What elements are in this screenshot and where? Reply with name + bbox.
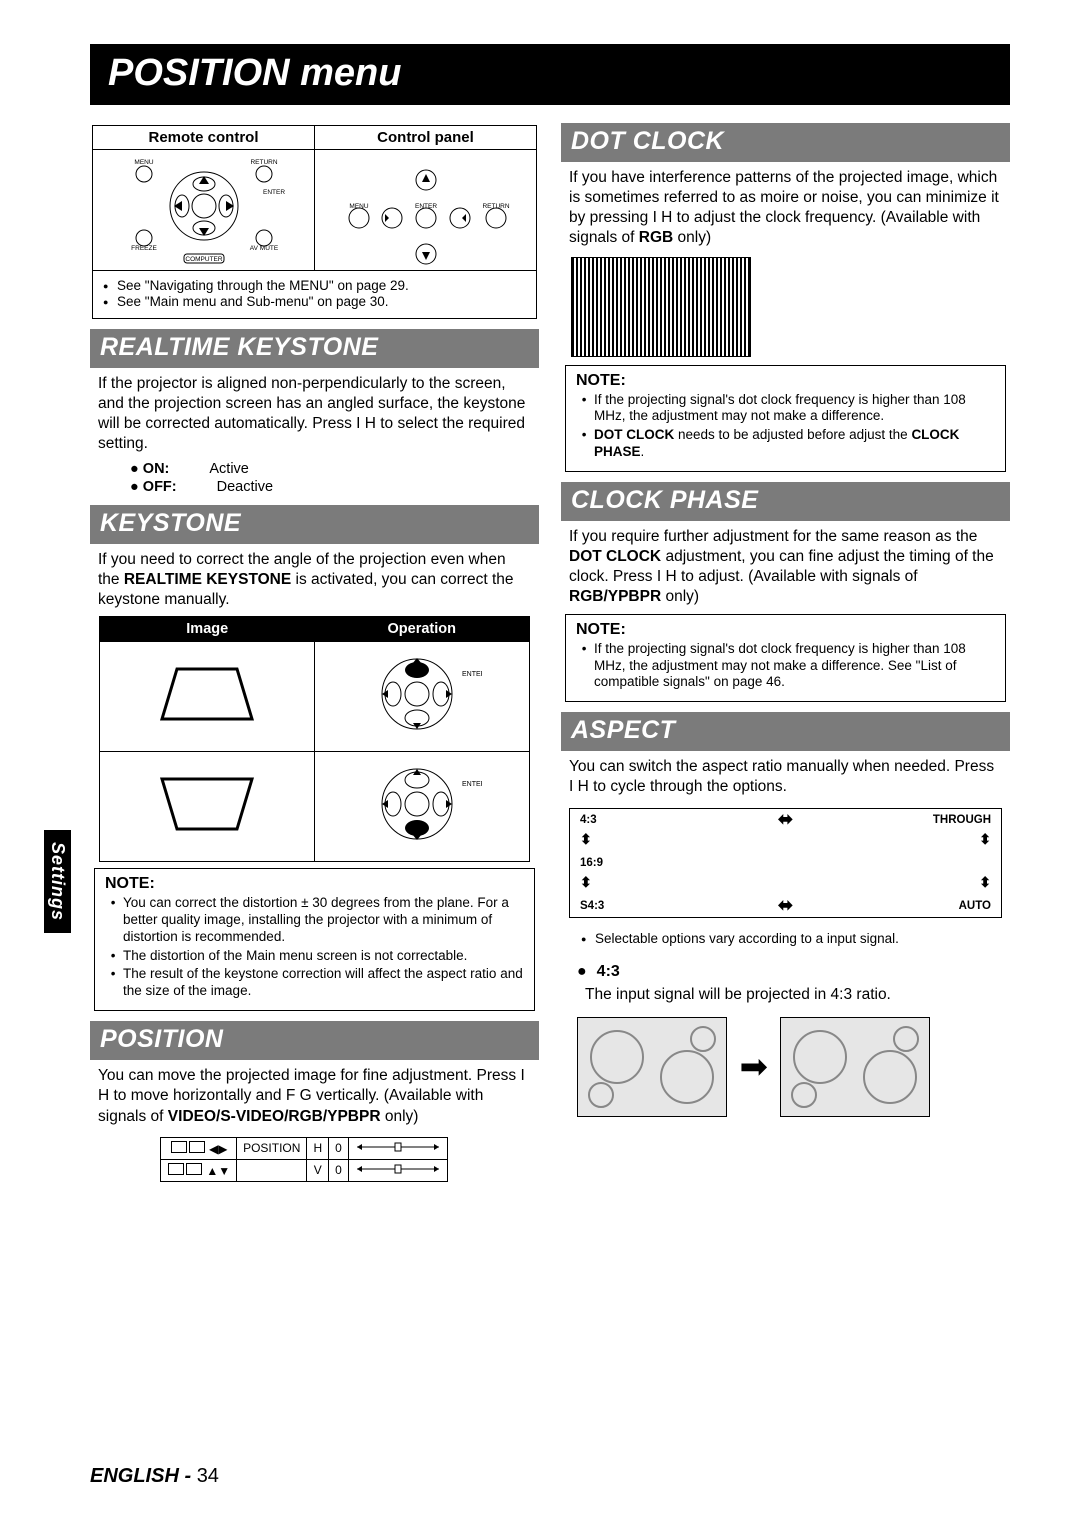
svg-text:ENTER: ENTER <box>262 189 284 196</box>
arrow-right-icon: ➡ <box>739 1047 768 1087</box>
h-arrows-icon <box>778 895 793 916</box>
remote-control-diagram: MENU RETURN ENTER FREEZE AV MUTE COMPUTE… <box>93 150 315 270</box>
note-label: NOTE: <box>105 875 524 893</box>
svg-text:MENU: MENU <box>349 203 368 210</box>
keystone-body: If you need to correct the angle of the … <box>98 550 531 610</box>
realtime-keystone-body: If the projector is aligned non-perpendi… <box>98 374 531 455</box>
keystone-note-1: You can correct the distortion ± 30 degr… <box>123 895 524 946</box>
keystone-note-3: The result of the keystone correction wi… <box>123 966 524 1000</box>
clockphase-body: If you require further adjustment for th… <box>569 527 1002 608</box>
svg-text:ENTER: ENTER <box>414 203 436 210</box>
svg-text:COMPUTER: COMPUTER <box>185 256 223 263</box>
moire-pattern-figure <box>571 257 751 357</box>
side-tab-settings: Settings <box>44 830 71 933</box>
aspect-43-subheading: 4:3 <box>577 963 1010 981</box>
trapezoid-down <box>99 751 314 861</box>
position-table: ◀▶ POSITION H 0 ▲▼ V 0 <box>160 1137 448 1182</box>
keystone-table: Image Operation <box>99 616 530 862</box>
aspect-43-figure: ➡ <box>571 1011 1010 1123</box>
control-panel-diagram: MENU ENTER RETURN <box>315 150 536 270</box>
dpad-down: ENTER <box>315 751 530 861</box>
realtime-on-row: ● ON:Active <box>90 461 539 477</box>
dotclock-body: If you have interference patterns of the… <box>569 168 1002 249</box>
remote-control-header: Remote control <box>93 126 315 150</box>
clockphase-note-1: If the projecting signal's dot clock fre… <box>594 641 995 692</box>
svg-text:ENTER: ENTER <box>462 671 482 678</box>
right-column: DOT CLOCK If you have interference patte… <box>561 123 1010 1182</box>
position-heading: POSITION <box>90 1021 539 1060</box>
page-footer: ENGLISH - 34 <box>90 1465 219 1488</box>
dpad-up: ENTER <box>315 641 530 751</box>
aspect-body: You can switch the aspect ratio manually… <box>569 757 1002 797</box>
left-column: Remote control Control panel MENU RETURN… <box>90 123 539 1182</box>
keystone-note-2: The distortion of the Main menu screen i… <box>123 948 524 965</box>
aspect-43-body: The input signal will be projected in 4:… <box>585 985 1002 1005</box>
dotclock-note-1: If the projecting signal's dot clock fre… <box>594 392 995 426</box>
clockphase-note-box: NOTE: If the projecting signal's dot clo… <box>565 614 1006 703</box>
keystone-heading: KEYSTONE <box>90 505 539 544</box>
dotclock-note-2: DOT CLOCK needs to be adjusted before ad… <box>594 427 995 461</box>
col-operation: Operation <box>315 616 530 641</box>
ref-nav-menu: See "Navigating through the MENU" on pag… <box>103 278 526 293</box>
controls-panel: Remote control Control panel MENU RETURN… <box>92 125 537 319</box>
ref-main-submenu: See "Main menu and Sub-menu" on page 30. <box>103 294 526 309</box>
dotclock-note-box: NOTE: If the projecting signal's dot clo… <box>565 365 1006 473</box>
svg-text:RETURN: RETURN <box>482 203 509 210</box>
trapezoid-up <box>99 641 314 751</box>
aspect-heading: ASPECT <box>561 712 1010 751</box>
control-panel-header: Control panel <box>315 126 536 150</box>
clockphase-heading: CLOCK PHASE <box>561 482 1010 521</box>
realtime-keystone-heading: REALTIME KEYSTONE <box>90 329 539 368</box>
aspect-vary-note: Selectable options vary according to a i… <box>581 931 1000 946</box>
svg-text:ENTER: ENTER <box>462 781 482 788</box>
position-body: You can move the projected image for fin… <box>98 1066 531 1126</box>
realtime-off-row: ● OFF:Deactive <box>90 479 539 495</box>
svg-text:RETURN: RETURN <box>250 159 277 166</box>
keystone-note-box: NOTE: You can correct the distortion ± 3… <box>94 868 535 1011</box>
h-arrows-icon <box>778 809 793 830</box>
col-image: Image <box>99 616 314 641</box>
page-title: POSITION menu <box>90 44 1010 105</box>
dotclock-heading: DOT CLOCK <box>561 123 1010 162</box>
aspect-cycle-diagram: 4:3 THROUGH ⬍ ⬍ 16:9 ⬍ ⬍ S4:3 AUTO <box>569 808 1002 918</box>
svg-text:MENU: MENU <box>134 159 153 166</box>
